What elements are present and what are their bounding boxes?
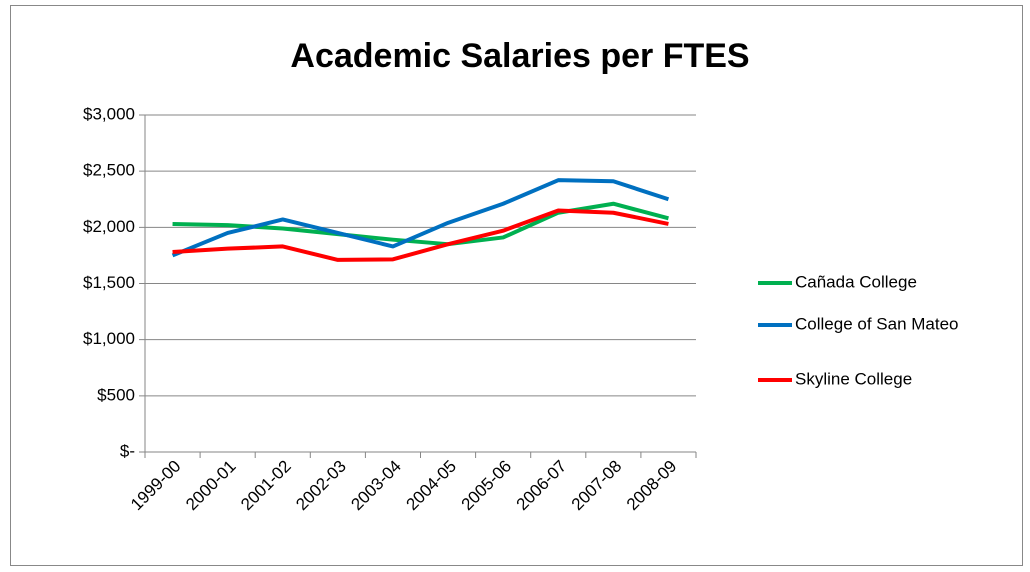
y-tick-label: $1,500 — [83, 273, 135, 292]
y-tick-label: $3,000 — [83, 104, 135, 123]
y-tick-label: $1,000 — [83, 329, 135, 348]
legend-label: Skyline College — [795, 369, 912, 388]
legend-label: Cañada College — [795, 272, 917, 291]
chart-title: Academic Salaries per FTES — [290, 37, 749, 75]
legend-label: College of San Mateo — [795, 314, 959, 333]
chart-border — [10, 5, 1023, 566]
series-line — [172, 208, 669, 262]
y-tick-label: $2,500 — [83, 161, 135, 180]
y-tick-label: $2,000 — [83, 217, 135, 236]
series-line — [171, 178, 670, 258]
y-tick-label: $- — [120, 441, 135, 460]
y-tick-label: $500 — [97, 385, 135, 404]
